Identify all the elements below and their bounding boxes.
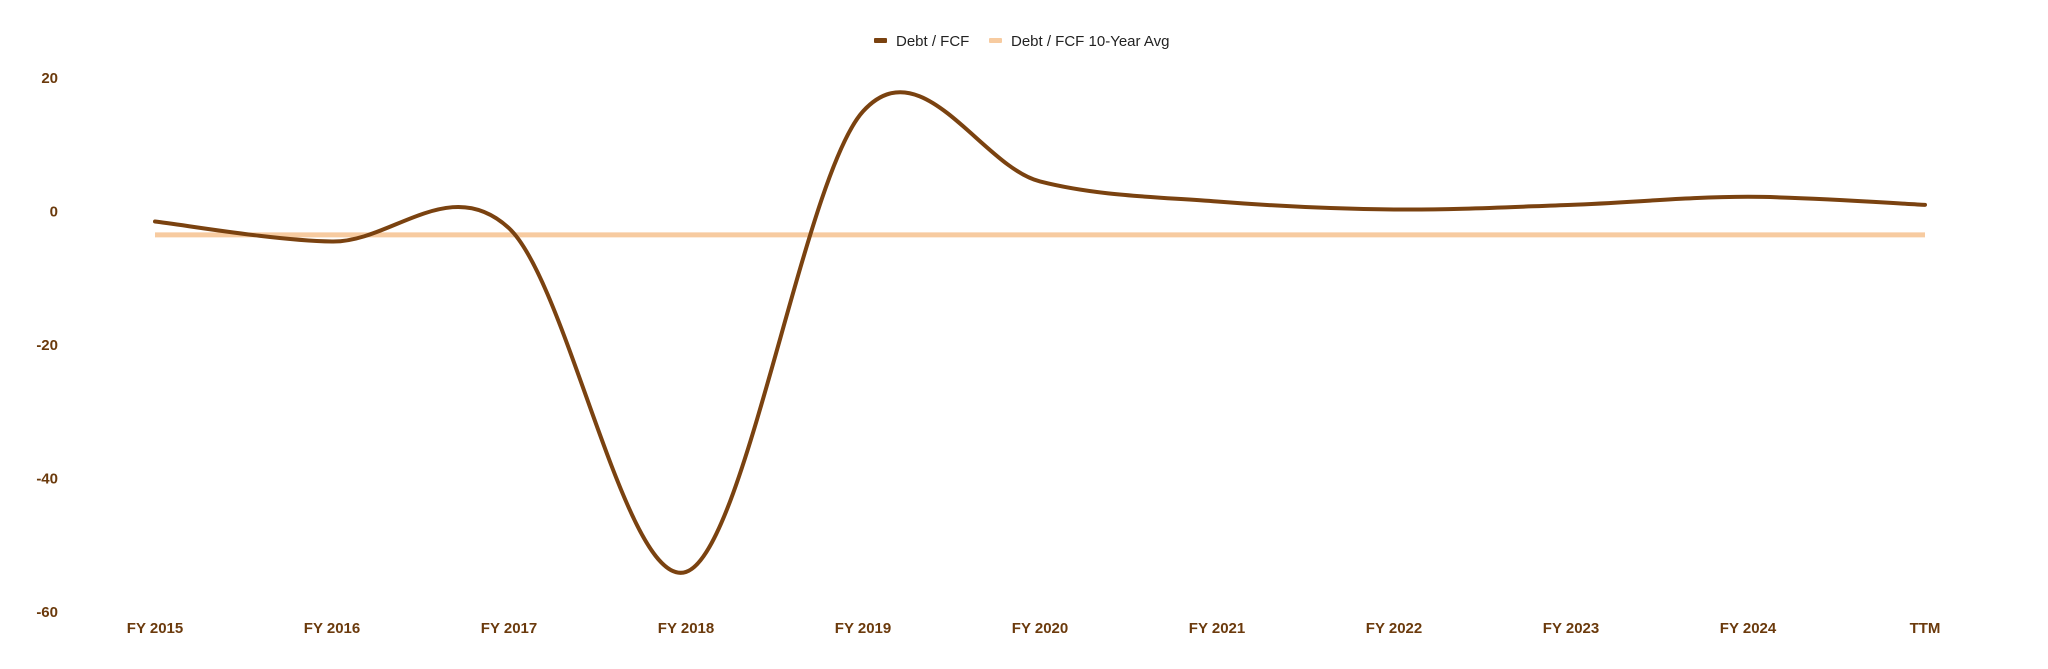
data-point-debt-fcf[interactable] (326, 236, 338, 248)
data-point-debt-fcf[interactable] (1565, 199, 1577, 211)
y-tick-label: 0 (50, 204, 58, 221)
x-tick-label: FY 2021 (1189, 620, 1245, 637)
legend-swatch-debt-fcf-avg (989, 38, 1002, 43)
y-tick-label: -20 (36, 337, 58, 354)
x-tick-label: FY 2022 (1366, 620, 1422, 637)
legend-item-debt-fcf[interactable]: Debt / FCF (874, 33, 969, 50)
x-tick-label: FY 2015 (127, 620, 183, 637)
data-point-debt-fcf[interactable] (1742, 191, 1754, 203)
data-point-debt-fcf[interactable] (1388, 203, 1400, 215)
legend-swatch-debt-fcf (874, 38, 887, 43)
y-tick-label: 20 (41, 70, 58, 87)
legend-label-debt-fcf-avg: Debt / FCF 10-Year Avg (1011, 33, 1169, 50)
x-tick-label: TTM (1910, 620, 1941, 637)
x-tick-label: FY 2020 (1012, 620, 1068, 637)
y-tick-label: -60 (36, 604, 58, 621)
legend-item-debt-fcf-avg[interactable]: Debt / FCF 10-Year Avg (989, 33, 1169, 50)
series-line-debt-fcf (153, 90, 1927, 575)
data-point-debt-fcf[interactable] (680, 566, 692, 578)
x-tick-label: FY 2018 (658, 620, 714, 637)
x-tick-label: FY 2017 (481, 620, 537, 637)
data-point-debt-fcf[interactable] (1211, 195, 1223, 207)
data-point-debt-fcf[interactable] (857, 105, 869, 117)
data-point-debt-fcf[interactable] (149, 216, 161, 228)
legend-label-debt-fcf: Debt / FCF (896, 33, 969, 50)
y-axis: 20 0 -20 -40 -60 (36, 70, 58, 621)
x-axis: FY 2015 FY 2016 FY 2017 FY 2018 FY 2019 FY 20… (127, 620, 1941, 637)
legend: Debt / FCF Debt / FCF 10-Year Avg (874, 33, 1169, 50)
plot-area (149, 90, 1931, 578)
data-point-debt-fcf[interactable] (1919, 199, 1931, 211)
x-tick-label: FY 2024 (1720, 620, 1777, 637)
x-tick-label: FY 2019 (835, 620, 891, 637)
x-tick-label: FY 2023 (1543, 620, 1599, 637)
y-tick-label: -40 (36, 471, 58, 488)
data-point-debt-fcf[interactable] (1034, 175, 1046, 187)
x-tick-label: FY 2016 (304, 620, 360, 637)
data-point-debt-fcf[interactable] (503, 222, 515, 234)
